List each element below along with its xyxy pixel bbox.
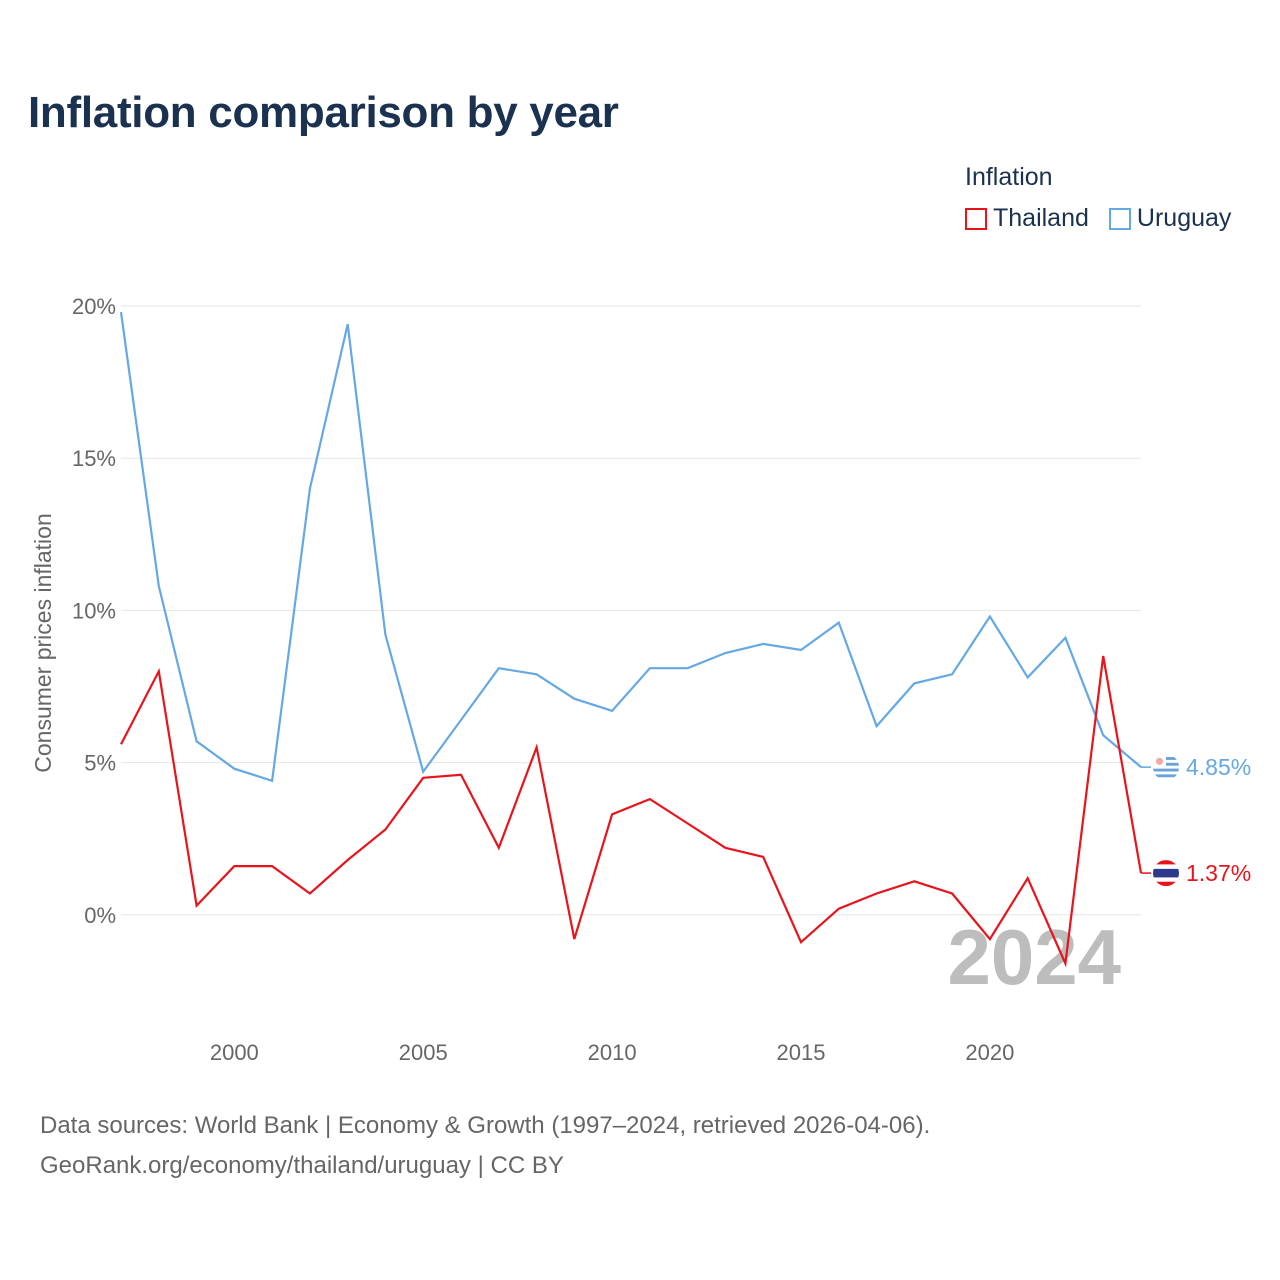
y-tick-label: 10% [72,598,116,623]
y-axis-label: Consumer prices inflation [30,513,56,773]
legend-item-uruguay[interactable]: Uruguay [1108,204,1232,233]
legend-swatch-uruguay [1108,207,1131,230]
x-tick-label: 2000 [210,1040,259,1065]
y-tick-label: 15% [72,446,116,471]
x-tick-label: 2020 [965,1040,1014,1065]
end-value-label-uruguay: 4.85% [1186,754,1251,780]
source-link[interactable]: GeoRank.org/economy/thailand/uruguay | C… [40,1152,564,1179]
y-tick-label: 0% [84,903,116,928]
x-tick-label: 2010 [588,1040,637,1065]
data-sources-text: Data sources: World Bank | Economy & Gro… [40,1112,931,1139]
y-tick-label: 5% [84,751,116,776]
footer: Data sources: World Bank | Economy & Gro… [40,1106,930,1186]
legend-item-thailand[interactable]: Thailand [965,204,1089,233]
legend-label-uruguay: Uruguay [1136,204,1232,232]
uruguay-flag-icon [1153,754,1179,781]
x-tick-label: 2015 [777,1040,826,1065]
legend-title: Inflation [965,163,1053,191]
legend: Thailand Uruguay [965,204,1251,233]
thailand-flag-icon [1153,860,1179,887]
chart-title: Inflation comparison by year [28,88,619,137]
legend-label-thailand: Thailand [993,204,1089,232]
series-line-uruguay [119,311,1142,783]
x-tick-label: 2005 [399,1040,448,1065]
series-line-thailand [120,655,1143,968]
legend-swatch-thailand [965,207,987,230]
end-value-label-thailand: 1.37% [1186,860,1251,886]
year-watermark: 2024 [947,913,1121,1001]
y-tick-label: 20% [72,294,116,319]
line-chart: 0% 5% 10% 15% 20% 2000 2005 2010 2015 2020 Consume… [30,294,1251,1065]
